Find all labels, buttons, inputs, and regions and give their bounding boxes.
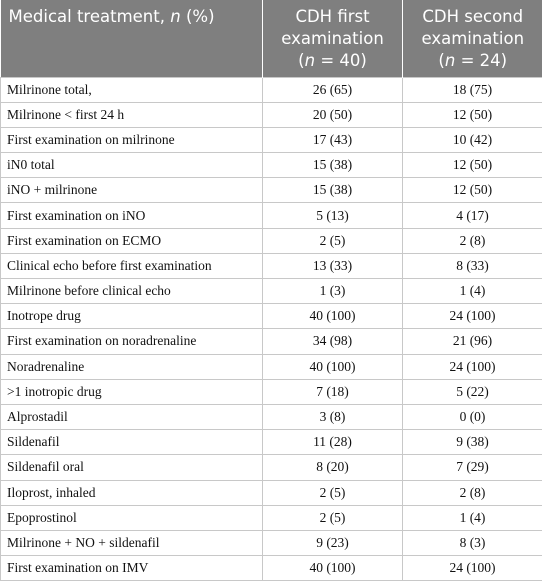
header-cell: CDH second examination (n = 24) xyxy=(402,0,542,77)
table-row: Sildenafil 11 (28) 9 (38) xyxy=(0,429,542,456)
value-cell: 40 (100) xyxy=(262,303,403,330)
table-row: First examination on noradrenaline 34 (98… xyxy=(0,328,542,355)
row-label: Milrinone total, xyxy=(0,76,263,103)
table-row: Alprostadil 3 (8) 0 (0) xyxy=(0,403,542,431)
value-cell: 2 (8) xyxy=(402,227,542,254)
value-cell: 21 (96) xyxy=(402,328,542,355)
value-cell: 20 (50) xyxy=(262,101,403,128)
value-cell: 24 (100) xyxy=(402,353,542,380)
table-row: Noradrenaline 40 (100) 24 (100) xyxy=(0,353,542,380)
table-row: Inotrope drug 40 (100) 24 (100) xyxy=(0,303,542,330)
value-cell: 34 (98) xyxy=(262,328,403,355)
row-label: iNO + milrinone xyxy=(0,177,263,204)
row-label: First examination on noradrenaline xyxy=(0,328,263,355)
value-cell: 7 (18) xyxy=(262,378,403,405)
value-cell: 18 (75) xyxy=(402,76,542,103)
row-label: First examination on ECMO xyxy=(0,227,263,254)
table-row: Iloprost, inhaled 2 (5) 2 (8) xyxy=(0,479,542,506)
table-row: First examination on IMV 40 (100) 24 (100) xyxy=(0,555,542,581)
row-label: Sildenafil oral xyxy=(0,454,263,481)
table-row: First examination on milrinone 17 (43) 10 … xyxy=(0,126,542,154)
italic-symbol: n xyxy=(304,51,316,70)
table-row: First examination on iNO 5 (13) 4 (17) xyxy=(0,202,542,229)
header-text: = 40) xyxy=(315,51,367,70)
row-label: Milrinone before clinical echo xyxy=(0,277,263,305)
table-row: iNO + milrinone 15 (38) 12 (50) xyxy=(0,177,542,204)
value-cell: 4 (17) xyxy=(402,202,542,229)
table-body: Milrinone total, 26 (65) 18 (75) Milrinone … xyxy=(0,76,542,581)
table-row: >1 inotropic drug 7 (18) 5 (22) xyxy=(0,378,542,405)
header-text: = 24) xyxy=(455,51,508,70)
table-row: Epoprostinol 2 (5) 1 (4) xyxy=(0,504,542,531)
value-cell: 12 (50) xyxy=(402,177,542,204)
value-cell: 9 (23) xyxy=(262,529,403,557)
value-cell: 9 (38) xyxy=(402,429,542,456)
value-cell: 3 (8) xyxy=(262,403,403,431)
value-cell: 8 (3) xyxy=(402,529,542,557)
value-cell: 10 (42) xyxy=(402,126,542,154)
row-label: Sildenafil xyxy=(0,429,263,456)
value-cell: 12 (50) xyxy=(402,152,542,179)
row-label: Noradrenaline xyxy=(0,353,263,380)
value-cell: 5 (22) xyxy=(402,378,542,405)
value-cell: 2 (5) xyxy=(262,504,403,531)
value-cell: 8 (20) xyxy=(262,454,403,481)
row-label: >1 inotropic drug xyxy=(0,378,263,405)
row-label: First examination on iNO xyxy=(0,202,263,229)
row-label: Milrinone < first 24 h xyxy=(0,101,263,128)
italic-symbol: n xyxy=(170,7,181,26)
row-label: First examination on IMV xyxy=(0,555,263,581)
table-row: Milrinone < first 24 h 20 (50) 12 (50) xyxy=(0,101,542,128)
value-cell: 15 (38) xyxy=(262,152,403,179)
value-cell: 13 (33) xyxy=(262,252,403,280)
row-label: Alprostadil xyxy=(0,403,263,431)
header-text: (%) xyxy=(180,7,215,26)
value-cell: 11 (28) xyxy=(262,429,403,456)
header-cell: Medical treatment, n (%) xyxy=(0,0,263,77)
value-cell: 24 (100) xyxy=(402,555,542,581)
value-cell: 40 (100) xyxy=(262,555,403,581)
value-cell: 2 (5) xyxy=(262,227,403,254)
value-cell: 2 (5) xyxy=(262,479,403,506)
row-label: Milrinone + NO + sildenafil xyxy=(0,529,263,557)
table-row: Milrinone total, 26 (65) 18 (75) xyxy=(0,76,542,103)
value-cell: 1 (4) xyxy=(402,277,542,305)
table-row: Milrinone before clinical echo 1 (3) 1 (4) xyxy=(0,277,542,305)
table-row: Milrinone + NO + sildenafil 9 (23) 8 (3) xyxy=(0,529,542,557)
row-label: Inotrope drug xyxy=(0,303,263,330)
row-label: Epoprostinol xyxy=(0,504,263,531)
value-cell: 26 (65) xyxy=(262,76,403,103)
value-cell: 2 (8) xyxy=(402,479,542,506)
row-label: iN0 total xyxy=(0,152,263,179)
row-label: First examination on milrinone xyxy=(0,126,263,154)
value-cell: 0 (0) xyxy=(402,403,542,431)
header-text: CDH second examination ( xyxy=(421,7,525,70)
value-cell: 7 (29) xyxy=(402,454,542,481)
table-row: Sildenafil oral 8 (20) 7 (29) xyxy=(0,454,542,481)
row-label: Iloprost, inhaled xyxy=(0,479,263,506)
header-cell: CDH first examination (n = 40) xyxy=(262,0,403,77)
table-row: First examination on ECMO 2 (5) 2 (8) xyxy=(0,227,542,254)
table-row: Clinical echo before first examination 13… xyxy=(0,252,542,280)
value-cell: 8 (33) xyxy=(402,252,542,280)
value-cell: 1 (3) xyxy=(262,277,403,305)
row-label: Clinical echo before first examination xyxy=(0,252,263,280)
value-cell: 17 (43) xyxy=(262,126,403,154)
header-row: Medical treatment, n (%) CDH first examin… xyxy=(0,0,542,77)
value-cell: 12 (50) xyxy=(402,101,542,128)
value-cell: 40 (100) xyxy=(262,353,403,380)
value-cell: 15 (38) xyxy=(262,177,403,204)
table-row: iN0 total 15 (38) 12 (50) xyxy=(0,152,542,179)
italic-symbol: n xyxy=(444,51,456,70)
value-cell: 24 (100) xyxy=(402,303,542,330)
header-text: CDH first examination ( xyxy=(281,7,384,70)
header-text: Medical treatment, xyxy=(8,7,171,26)
value-cell: 5 (13) xyxy=(262,202,403,229)
value-cell: 1 (4) xyxy=(402,504,542,531)
